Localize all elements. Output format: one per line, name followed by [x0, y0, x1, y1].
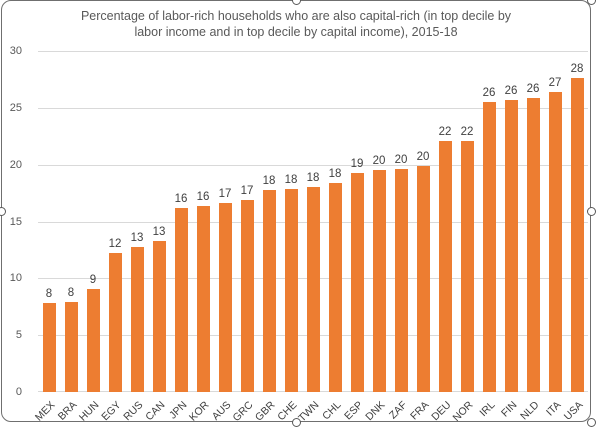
- bar-value-deu: 22: [438, 126, 452, 138]
- bar-grc[interactable]: [241, 200, 254, 392]
- y-axis-tick-30: 30: [9, 45, 22, 57]
- bar-value-hun: 9: [89, 274, 97, 286]
- bar-aus[interactable]: [219, 203, 232, 392]
- bar-twn[interactable]: [307, 187, 320, 392]
- selection-handle-left-middle[interactable]: [0, 206, 6, 216]
- selection-handle-top-right[interactable]: [586, 0, 596, 5]
- bar-bra[interactable]: [65, 302, 78, 392]
- bar-value-fra: 20: [416, 151, 430, 163]
- y-axis-tick-10: 10: [9, 272, 22, 284]
- bar-esp[interactable]: [351, 173, 364, 392]
- bar-value-twn: 18: [306, 172, 320, 184]
- bar-value-mex: 8: [45, 288, 53, 300]
- bar-value-dnk: 20: [372, 155, 386, 167]
- gridline-25: [38, 108, 588, 109]
- chart-title-line-2: labor income and in top decile by capita…: [134, 25, 458, 39]
- bar-value-can: 13: [152, 226, 166, 238]
- bar-value-ita: 27: [548, 77, 562, 89]
- bar-value-nor: 22: [460, 126, 474, 138]
- bar-deu[interactable]: [439, 141, 452, 392]
- bar-nor[interactable]: [461, 141, 474, 392]
- bar-gbr[interactable]: [263, 190, 276, 392]
- gridline-20: [38, 165, 588, 166]
- bar-jpn[interactable]: [175, 208, 188, 392]
- bar-value-gbr: 18: [262, 175, 276, 187]
- selection-handle-bottom-right[interactable]: [586, 417, 596, 427]
- bar-value-irl: 26: [482, 87, 496, 99]
- y-axis-tick-25: 25: [9, 102, 22, 114]
- chart-object[interactable]: Percentage of labor-rich households who …: [1, 0, 591, 424]
- bar-egy[interactable]: [109, 253, 122, 392]
- bar-value-egy: 12: [108, 238, 122, 250]
- bar-fin[interactable]: [505, 100, 518, 392]
- bar-fra[interactable]: [417, 166, 430, 392]
- bar-value-zaf: 20: [394, 154, 408, 166]
- selection-handle-bottom-middle[interactable]: [291, 417, 301, 427]
- bar-value-bra: 8: [67, 287, 75, 299]
- bar-chl[interactable]: [329, 183, 342, 392]
- bar-value-usa: 28: [570, 63, 584, 75]
- bar-value-esp: 19: [350, 158, 364, 170]
- bar-kor[interactable]: [197, 206, 210, 392]
- bar-dnk[interactable]: [373, 170, 386, 392]
- bar-usa[interactable]: [571, 78, 584, 392]
- bar-zaf[interactable]: [395, 169, 408, 392]
- bar-value-chl: 18: [328, 168, 342, 180]
- bar-ita[interactable]: [549, 92, 562, 392]
- bar-rus[interactable]: [131, 247, 144, 392]
- bar-value-grc: 17: [240, 185, 254, 197]
- y-axis-tick-5: 5: [15, 329, 22, 341]
- selection-handle-top-middle[interactable]: [291, 0, 301, 5]
- chart-title-line-1: Percentage of labor-rich households who …: [80, 9, 512, 23]
- y-axis-tick-20: 20: [9, 159, 22, 171]
- bar-value-fin: 26: [504, 85, 518, 97]
- bar-value-aus: 17: [218, 188, 232, 200]
- bar-nld[interactable]: [527, 98, 540, 392]
- bar-hun[interactable]: [87, 289, 100, 392]
- bar-che[interactable]: [285, 189, 298, 392]
- y-axis-tick-0: 0: [15, 386, 22, 398]
- bar-value-kor: 16: [196, 191, 210, 203]
- y-axis-tick-15: 15: [9, 216, 22, 228]
- bar-can[interactable]: [153, 241, 166, 392]
- bar-mex[interactable]: [43, 303, 56, 392]
- bar-irl[interactable]: [483, 102, 496, 392]
- bar-value-nld: 26: [526, 83, 540, 95]
- bar-value-jpn: 16: [174, 193, 188, 205]
- bar-value-rus: 13: [130, 232, 144, 244]
- chart-title[interactable]: Percentage of labor-rich households who …: [2, 8, 590, 40]
- selection-handle-right-middle[interactable]: [586, 206, 596, 216]
- bar-value-che: 18: [284, 174, 298, 186]
- plot-area: 8 8 9 12 13 13 16 16 17 17 18 18 18 18 19 20 20 20 22 22 26 2…: [38, 51, 588, 392]
- gridline-30: [38, 51, 588, 52]
